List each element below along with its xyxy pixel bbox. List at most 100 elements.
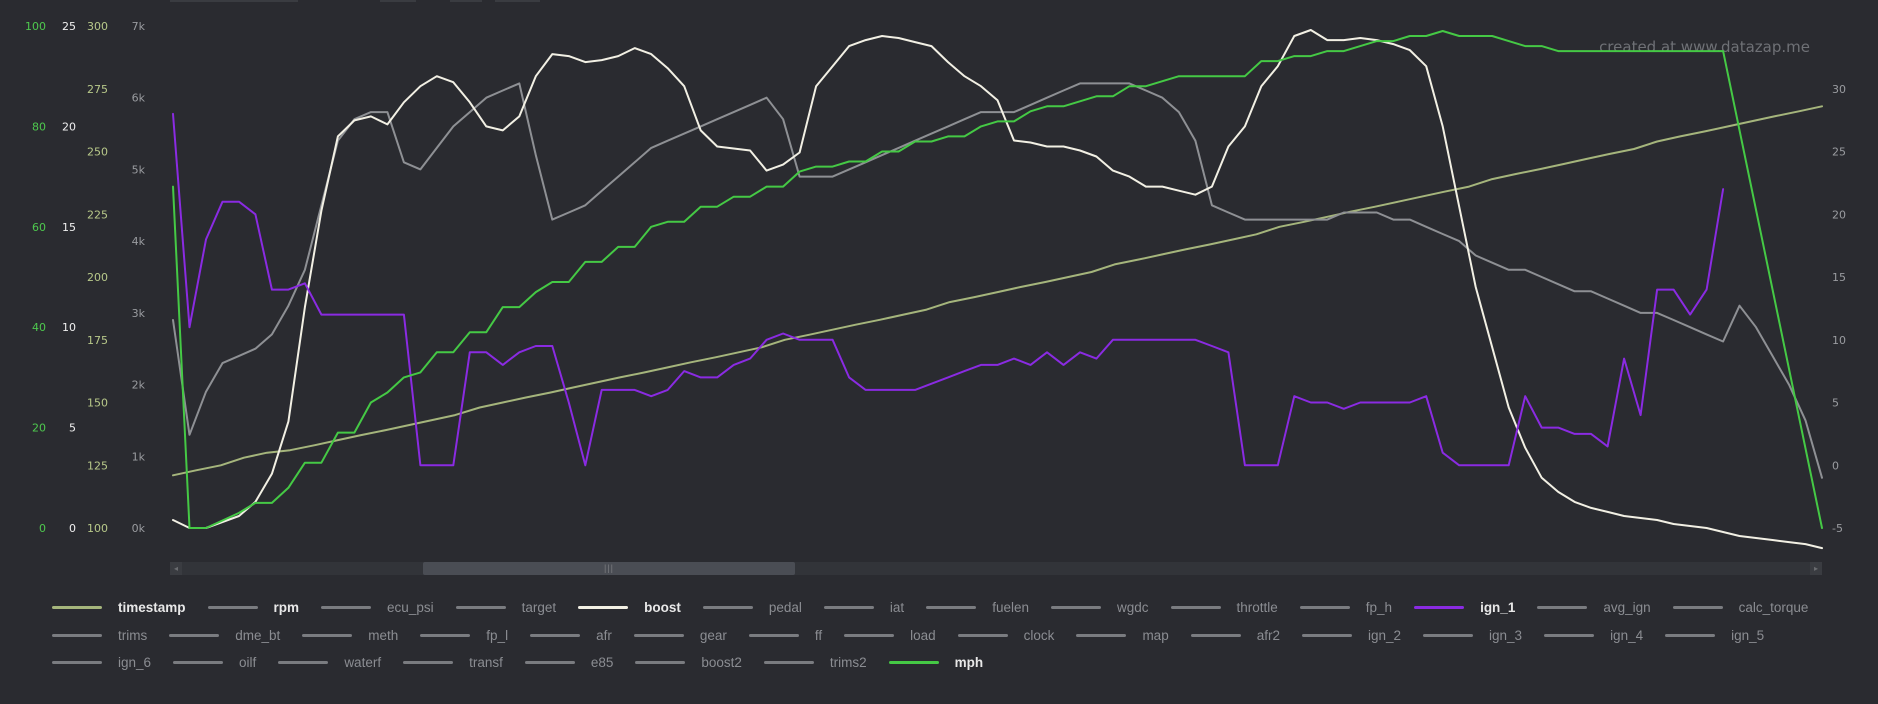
- tick-label-mph: 40: [32, 321, 46, 334]
- legend-label: afr: [596, 627, 612, 643]
- legend-swatch: [420, 633, 471, 637]
- legend-swatch: [173, 661, 224, 665]
- series-line-boost: [172, 29, 1823, 550]
- legend-item-afr2[interactable]: afr2: [1190, 622, 1280, 650]
- legend-item-timestamp[interactable]: timestamp: [52, 594, 186, 622]
- legend-item-fp_l[interactable]: fp_l: [420, 622, 508, 650]
- legend-item-ign_6[interactable]: ign_6: [52, 649, 151, 677]
- legend-item-ign_3[interactable]: ign_3: [1423, 622, 1522, 650]
- tick-label-rpm: 3k: [132, 307, 146, 320]
- legend-label: ff: [814, 627, 823, 643]
- tick-label-rpm: 5k: [132, 163, 146, 176]
- legend-item-transf[interactable]: transf: [403, 649, 503, 677]
- tick-label-boost: 25: [62, 20, 76, 33]
- scroll-thumb[interactable]: |||: [423, 562, 795, 575]
- tick-label-rpm: 2k: [132, 379, 146, 392]
- tick-label-rpm: 4k: [132, 235, 146, 248]
- legend-swatch: [635, 661, 686, 665]
- legend-item-fuelen[interactable]: fuelen: [926, 594, 1029, 622]
- legend-item-ign_2[interactable]: ign_2: [1301, 622, 1401, 650]
- tick-label-ign_1: 25: [1832, 146, 1846, 159]
- legend: timestamp rpm ecu_psi target boost pedal iat fu…: [52, 594, 1852, 677]
- legend-label: transf: [469, 655, 503, 671]
- scroll-left-icon[interactable]: ◂: [170, 562, 182, 575]
- legend-item-gear[interactable]: gear: [633, 622, 727, 650]
- legend-item-wgdc[interactable]: wgdc: [1050, 594, 1149, 622]
- top-strip: [170, 0, 298, 2]
- legend-label: target: [521, 600, 557, 616]
- tick-label-ign_1: 10: [1832, 334, 1846, 347]
- legend-item-clock[interactable]: clock: [957, 622, 1054, 650]
- legend-swatch: [748, 633, 799, 637]
- legend-item-target[interactable]: target: [455, 594, 557, 622]
- legend-label: mph: [954, 655, 984, 671]
- legend-item-pedal[interactable]: pedal: [702, 594, 802, 622]
- tick-label-timestamp: 225: [87, 208, 108, 221]
- legend-label: dme_bt: [235, 627, 281, 643]
- legend-swatch: [1672, 606, 1723, 610]
- scroll-right-icon[interactable]: ▸: [1810, 562, 1822, 575]
- legend-item-rpm[interactable]: rpm: [207, 594, 300, 622]
- tick-label-boost: 0: [69, 522, 76, 535]
- legend-swatch: [1544, 633, 1595, 637]
- legend-label: throttle: [1236, 600, 1278, 616]
- legend-item-iat[interactable]: iat: [823, 594, 905, 622]
- legend-item-waterf[interactable]: waterf: [278, 649, 381, 677]
- legend-swatch: [1190, 633, 1241, 637]
- legend-label: ign_1: [1480, 600, 1516, 616]
- legend-item-fp_h[interactable]: fp_h: [1299, 594, 1393, 622]
- legend-item-boost2[interactable]: boost2: [635, 649, 742, 677]
- legend-item-dme_bt[interactable]: dme_bt: [169, 622, 280, 650]
- legend-label: gear: [699, 627, 727, 643]
- legend-item-map[interactable]: map: [1076, 622, 1169, 650]
- tick-label-timestamp: 125: [87, 459, 108, 472]
- series-line-rpm: [172, 82, 1823, 479]
- legend-item-ecu_psi[interactable]: ecu_psi: [321, 594, 434, 622]
- tick-label-boost: 20: [62, 120, 76, 133]
- legend-label: iat: [889, 600, 905, 616]
- tick-label-ign_1: 20: [1832, 208, 1846, 221]
- legend-swatch: [455, 606, 506, 610]
- legend-label: rpm: [273, 600, 300, 616]
- legend-label: afr2: [1256, 627, 1280, 643]
- legend-item-ff[interactable]: ff: [748, 622, 823, 650]
- legend-item-e85[interactable]: e85: [524, 649, 613, 677]
- tick-label-timestamp: 250: [87, 146, 108, 159]
- series-line-ign_1: [172, 112, 1725, 467]
- legend-item-ign_1[interactable]: ign_1: [1414, 594, 1515, 622]
- legend-item-throttle[interactable]: throttle: [1170, 594, 1278, 622]
- legend-item-boost[interactable]: boost: [578, 594, 681, 622]
- legend-label: fp_h: [1365, 600, 1393, 616]
- legend-swatch: [278, 661, 329, 665]
- legend-item-load[interactable]: load: [844, 622, 936, 650]
- range-scrollbar[interactable]: ◂ ||| ▸: [170, 562, 1822, 575]
- legend-swatch: [763, 661, 814, 665]
- legend-item-ign_4[interactable]: ign_4: [1544, 622, 1643, 650]
- legend-item-afr[interactable]: afr: [530, 622, 612, 650]
- tick-label-mph: 60: [32, 221, 46, 234]
- legend-item-trims2[interactable]: trims2: [763, 649, 867, 677]
- legend-item-ign_5[interactable]: ign_5: [1665, 622, 1764, 650]
- legend-item-mph[interactable]: mph: [888, 649, 984, 677]
- tick-label-timestamp: 300: [87, 20, 108, 33]
- legend-swatch: [844, 633, 895, 637]
- legend-item-avg_ign[interactable]: avg_ign: [1537, 594, 1651, 622]
- tick-label-mph: 20: [32, 422, 46, 435]
- legend-label: calc_torque: [1738, 600, 1809, 616]
- legend-swatch: [1050, 606, 1101, 610]
- legend-label: trims2: [829, 655, 867, 671]
- legend-label: ign_3: [1489, 627, 1523, 643]
- tick-label-rpm: 7k: [132, 20, 146, 33]
- tick-label-timestamp: 175: [87, 334, 108, 347]
- legend-item-trims[interactable]: trims: [52, 622, 147, 650]
- legend-label: waterf: [344, 655, 382, 671]
- legend-item-meth[interactable]: meth: [302, 622, 398, 650]
- legend-item-oilf[interactable]: oilf: [173, 649, 256, 677]
- legend-swatch: [578, 606, 629, 610]
- legend-item-calc_torque[interactable]: calc_torque: [1672, 594, 1809, 622]
- legend-swatch: [633, 633, 684, 637]
- legend-swatch: [52, 606, 102, 610]
- legend-label: wgdc: [1116, 600, 1149, 616]
- tick-label-boost: 10: [62, 321, 76, 334]
